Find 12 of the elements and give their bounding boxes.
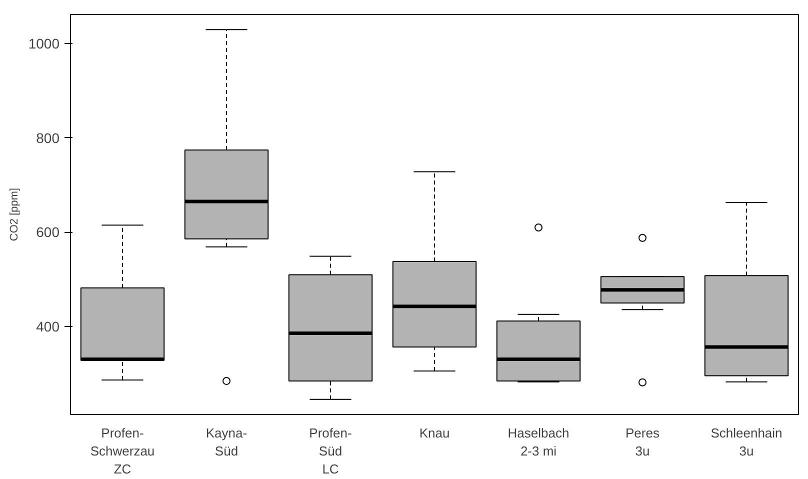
x-tick-label: Kayna- Süd — [206, 426, 248, 458]
x-tick-label: Knau — [419, 426, 450, 440]
x-tick-label: Peres 3u — [626, 426, 660, 458]
y-tick-label: 600 — [36, 224, 60, 240]
x-tick-label: Haselbach 2-3 mi — [508, 426, 570, 458]
x-tick-label: Profen- Schwerzau ZC — [90, 426, 155, 476]
x-tick-label: Schleenhain 3u — [710, 426, 782, 458]
y-axis-title: CO2 [ppm] — [8, 188, 20, 242]
y-tick-label: 800 — [36, 130, 60, 146]
y-tick-label: 400 — [36, 318, 60, 335]
x-tick-label: Profen- Süd LC — [309, 426, 352, 476]
y-tick-label: 1000 — [28, 35, 60, 52]
